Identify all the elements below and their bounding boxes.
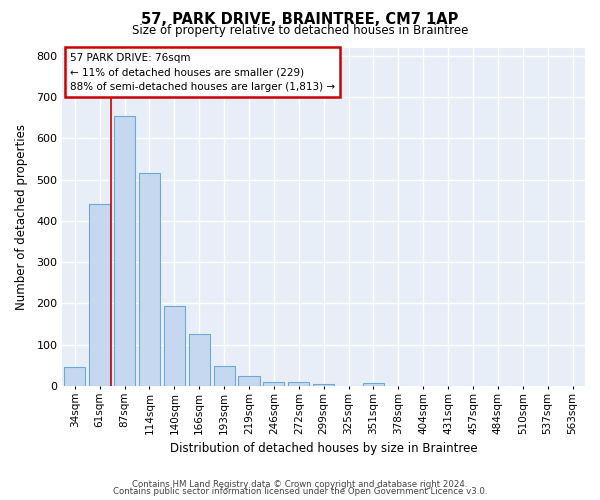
Bar <box>288 382 310 386</box>
X-axis label: Distribution of detached houses by size in Braintree: Distribution of detached houses by size … <box>170 442 478 455</box>
Bar <box>313 384 334 386</box>
Bar <box>139 174 160 386</box>
Bar <box>114 116 135 386</box>
Bar <box>363 382 384 386</box>
Bar <box>238 376 260 386</box>
Y-axis label: Number of detached properties: Number of detached properties <box>15 124 28 310</box>
Bar <box>64 368 85 386</box>
Text: Contains HM Land Registry data © Crown copyright and database right 2024.: Contains HM Land Registry data © Crown c… <box>132 480 468 489</box>
Bar <box>263 382 284 386</box>
Bar <box>214 366 235 386</box>
Text: 57 PARK DRIVE: 76sqm
← 11% of detached houses are smaller (229)
88% of semi-deta: 57 PARK DRIVE: 76sqm ← 11% of detached h… <box>70 52 335 92</box>
Text: Size of property relative to detached houses in Braintree: Size of property relative to detached ho… <box>132 24 468 37</box>
Bar <box>164 306 185 386</box>
Text: 57, PARK DRIVE, BRAINTREE, CM7 1AP: 57, PARK DRIVE, BRAINTREE, CM7 1AP <box>142 12 458 28</box>
Text: Contains public sector information licensed under the Open Government Licence v3: Contains public sector information licen… <box>113 488 487 496</box>
Bar <box>188 334 210 386</box>
Bar <box>89 204 110 386</box>
